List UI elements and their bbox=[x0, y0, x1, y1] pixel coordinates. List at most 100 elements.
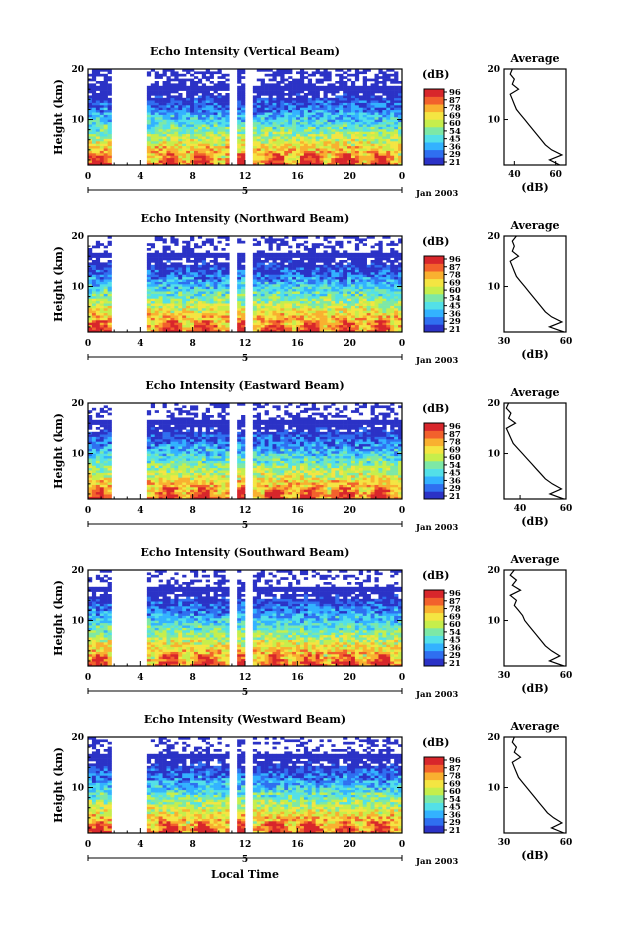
heatmap-cell bbox=[394, 150, 399, 154]
heatmap-cell bbox=[252, 308, 258, 311]
heatmap-cell bbox=[307, 308, 313, 311]
heatmap-cell bbox=[331, 327, 336, 330]
heatmap-cell bbox=[237, 90, 242, 94]
heatmap-cell bbox=[201, 107, 207, 111]
heatmap-cell bbox=[190, 69, 195, 72]
heatmap-cell bbox=[170, 293, 175, 297]
heatmap-cell bbox=[280, 88, 285, 91]
heatmap-cell bbox=[390, 133, 395, 137]
heatmap-cell bbox=[186, 138, 191, 142]
heatmap-cell bbox=[150, 279, 156, 282]
heatmap-cell bbox=[394, 81, 399, 84]
heatmap-cell bbox=[323, 286, 328, 290]
heatmap-cell bbox=[182, 109, 187, 113]
heatmap-cell bbox=[335, 100, 340, 103]
heatmap-cell bbox=[178, 312, 183, 316]
heatmap-cell bbox=[374, 310, 379, 314]
heatmap-cell bbox=[378, 155, 383, 159]
heatmap-cell bbox=[394, 162, 399, 166]
heatmap-cell bbox=[378, 274, 383, 278]
heatmap-cell bbox=[394, 308, 399, 311]
heatmap-cell bbox=[209, 255, 214, 258]
heatmap-cell bbox=[237, 327, 242, 330]
heatmap-cell bbox=[91, 131, 97, 135]
heatmap-cell bbox=[350, 281, 356, 285]
heatmap-cell bbox=[154, 250, 159, 254]
heatmap-cell bbox=[307, 73, 313, 77]
heatmap-cell bbox=[190, 281, 195, 285]
heatmap-cell bbox=[394, 286, 399, 290]
heatmap-cell bbox=[178, 293, 183, 297]
heatmap-cell bbox=[256, 143, 261, 147]
heatmap-cell bbox=[158, 109, 163, 113]
heatmap-cell bbox=[327, 327, 332, 330]
heatmap-cell bbox=[186, 312, 191, 316]
heatmap-cell bbox=[99, 324, 104, 328]
heatmap-cell bbox=[323, 136, 328, 139]
heatmap-cell bbox=[264, 255, 269, 258]
heatmap-cell bbox=[178, 291, 183, 294]
heatmap-cell bbox=[237, 298, 242, 302]
heatmap-cell bbox=[256, 150, 261, 154]
heatmap-cell bbox=[88, 124, 93, 127]
heatmap-cell bbox=[331, 245, 336, 249]
heatmap-cell bbox=[331, 276, 336, 280]
heatmap-cell bbox=[307, 138, 313, 142]
heatmap-cell bbox=[284, 71, 289, 75]
heatmap-cell bbox=[99, 90, 104, 94]
heatmap-cell bbox=[268, 143, 273, 147]
heatmap-cell bbox=[237, 300, 242, 304]
heatmap-cell bbox=[343, 117, 348, 120]
heatmap-cell bbox=[225, 252, 230, 256]
heatmap-cell bbox=[390, 109, 395, 113]
heatmap-cell bbox=[354, 248, 360, 251]
heatmap-cell bbox=[288, 308, 293, 311]
heatmap-cell bbox=[190, 252, 195, 256]
heatmap-cell bbox=[95, 150, 101, 154]
heatmap-cell bbox=[209, 327, 214, 330]
heatmap-cell bbox=[280, 315, 285, 318]
heatmap-cell bbox=[209, 284, 214, 287]
heatmap-cell bbox=[276, 119, 281, 123]
heatmap-cell bbox=[158, 284, 163, 287]
heatmap-cell bbox=[323, 109, 328, 113]
heatmap-cell bbox=[252, 107, 258, 111]
heatmap-cell bbox=[327, 124, 332, 127]
heatmap-cell bbox=[358, 274, 364, 278]
heatmap-cell bbox=[264, 126, 269, 130]
heatmap-cell bbox=[252, 305, 258, 309]
heatmap-cell bbox=[370, 143, 375, 147]
heatmap-cell bbox=[158, 252, 163, 256]
heatmap-cell bbox=[88, 141, 93, 144]
heatmap-cell bbox=[225, 308, 230, 311]
heatmap-cell bbox=[296, 308, 301, 311]
heatmap-cell bbox=[99, 131, 104, 135]
heatmap-cell bbox=[327, 293, 332, 297]
heatmap-cell bbox=[390, 274, 395, 278]
heatmap-cell bbox=[209, 129, 214, 132]
heatmap-cell bbox=[260, 100, 265, 103]
heatmap-cell bbox=[335, 126, 340, 130]
heatmap-cell bbox=[241, 157, 246, 161]
heatmap-cell bbox=[103, 286, 108, 290]
heatmap-cell bbox=[288, 281, 293, 285]
heatmap-cell bbox=[99, 112, 104, 115]
heatmap-cell bbox=[88, 446, 93, 449]
heatmap-cell bbox=[190, 112, 195, 115]
heatmap-cell bbox=[99, 136, 104, 139]
colorbar-swatch bbox=[424, 278, 444, 287]
heatmap-cell bbox=[394, 303, 399, 306]
x-tick-label: 12 bbox=[239, 339, 252, 349]
heatmap-cell bbox=[288, 272, 293, 275]
heatmap-cell bbox=[252, 264, 258, 268]
heatmap-cell bbox=[370, 114, 375, 118]
heatmap-cell bbox=[311, 162, 316, 166]
heatmap-cell bbox=[268, 274, 273, 278]
heatmap-cell bbox=[268, 109, 273, 113]
heatmap-cell bbox=[193, 329, 199, 333]
heatmap-cell bbox=[272, 272, 277, 275]
heatmap-cell bbox=[178, 73, 183, 77]
heatmap-cell bbox=[394, 276, 399, 280]
heatmap-cell bbox=[386, 308, 391, 311]
